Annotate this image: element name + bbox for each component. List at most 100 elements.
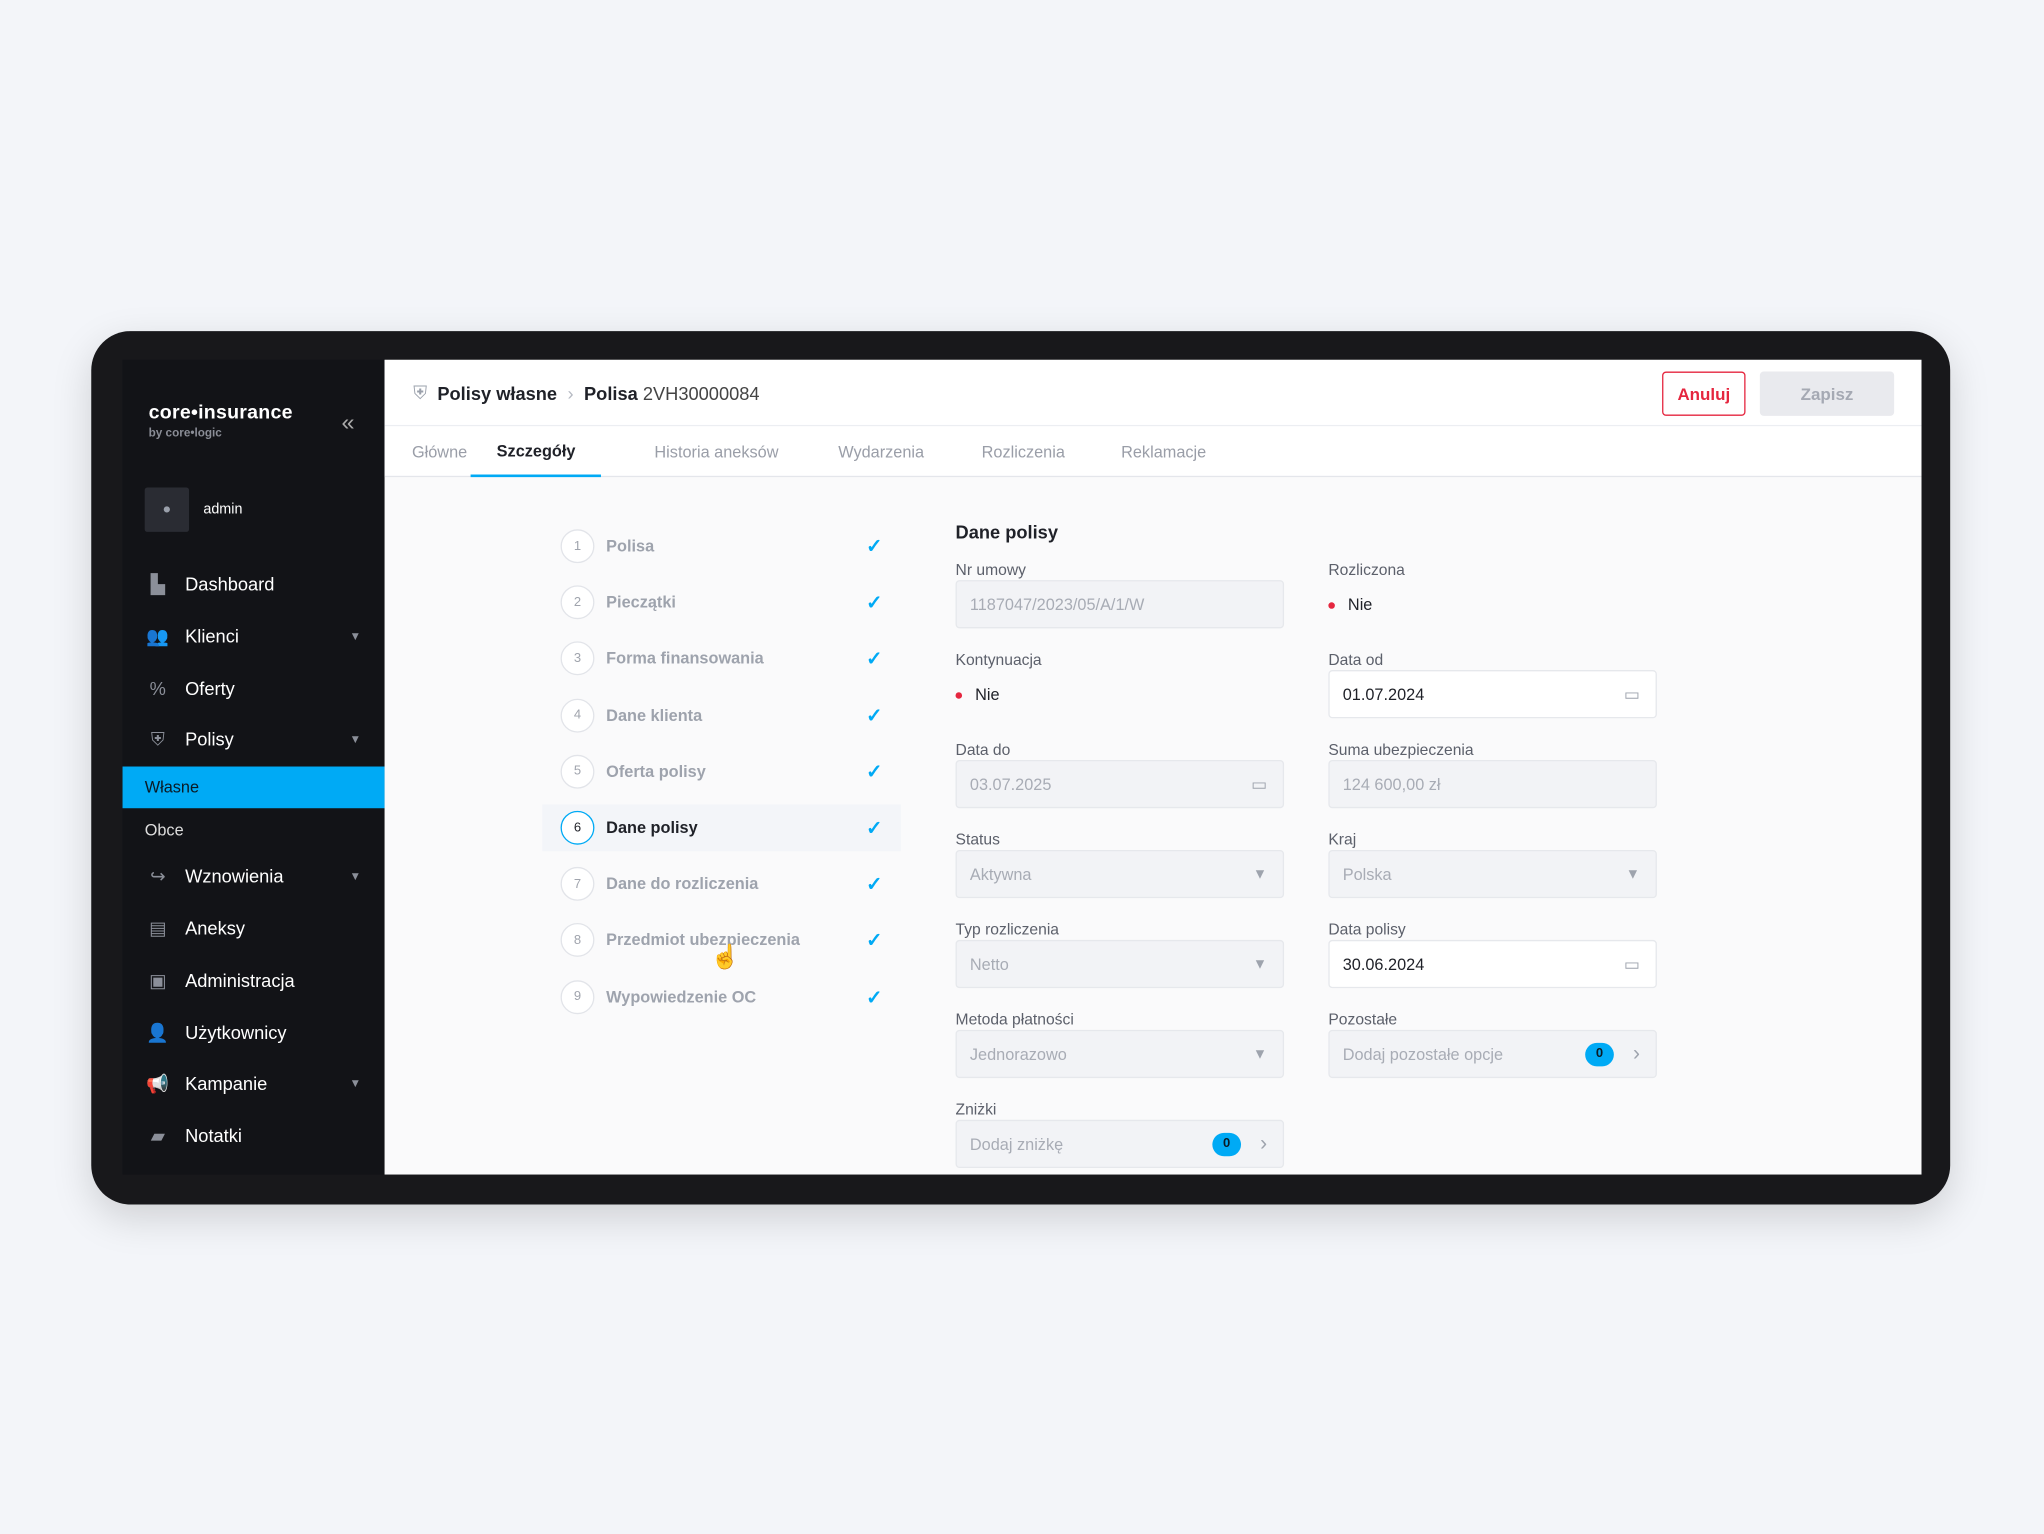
step-number: 4: [560, 698, 595, 733]
sidebar-item-oferty[interactable]: % Oferty: [123, 669, 385, 708]
save-button[interactable]: Zapisz: [1759, 371, 1895, 416]
sidebar-item-polisy[interactable]: ⛨ Polisy ▼: [123, 720, 385, 759]
suma-input[interactable]: 124 600,00 zł: [1328, 759, 1657, 809]
kontynuacja-label: Kontynuacja: [955, 650, 1042, 669]
status-select[interactable]: Aktywna ▼: [955, 849, 1285, 899]
sidebar-item-label: Aneksy: [185, 917, 245, 939]
note-icon: ▰: [150, 1124, 165, 1146]
count-badge: 0: [1585, 1042, 1614, 1066]
data_od-input[interactable]: 01.07.2024 ▭: [1328, 670, 1657, 719]
users-icon: 👥: [146, 625, 170, 646]
chevron-right-icon: ›: [1632, 1042, 1640, 1065]
sidebar-item-dashboard[interactable]: ▙ Dashboard: [123, 564, 385, 603]
breadcrumb-current: Polisa 2VH30000084: [584, 382, 760, 404]
step-label: Forma finansowania: [606, 649, 764, 668]
step-item[interactable]: 3 Forma finansowania ✓: [542, 635, 900, 682]
sidebar-item-aneksy[interactable]: ▤ Aneksy: [123, 909, 385, 948]
sidebar-item-label: Dashboard: [185, 573, 275, 595]
znizki-input[interactable]: Dodaj zniżkę 0 ›: [955, 1119, 1285, 1169]
data_do-label: Data do: [955, 740, 1011, 759]
tab-3[interactable]: Wydarzenia: [838, 442, 925, 461]
dropdown-arrow-icon: ▼: [1625, 866, 1640, 882]
sidebar-item-kampanie[interactable]: 📢 Kampanie ▼: [123, 1064, 385, 1103]
user-profile[interactable]: ● admin: [144, 487, 243, 532]
status-dot-icon: [955, 691, 963, 699]
header: ⛨ Polisy własne › Polisa 2VH30000084 Anu…: [384, 359, 1922, 427]
step-number: 5: [560, 754, 595, 789]
check-icon: ✓: [866, 873, 883, 896]
step-item[interactable]: 1 Polisa ✓: [542, 523, 900, 570]
sidebar-item-klienci[interactable]: 👥 Klienci ▼: [123, 617, 385, 656]
step-item[interactable]: 7 Dane do rozliczenia ✓: [542, 861, 900, 908]
breadcrumb-polisy-wlasne[interactable]: Polisy własne: [437, 382, 558, 404]
main-content: ⛨ Polisy własne › Polisa 2VH30000084 Anu…: [384, 359, 1922, 1175]
data_do-input[interactable]: 03.07.2025 ▭: [955, 759, 1285, 809]
calendar-icon[interactable]: ▭: [1251, 773, 1268, 794]
sidebar-item-użytkownicy[interactable]: 👤 Użytkownicy: [123, 1013, 385, 1052]
count-badge: 0: [1212, 1132, 1242, 1156]
sidebar-item-label: Klienci: [185, 625, 239, 647]
check-icon: ✓: [866, 704, 883, 727]
breadcrumb: ⛨ Polisy własne › Polisa 2VH30000084: [413, 382, 759, 404]
status-dot-icon: [1328, 601, 1335, 609]
shield-icon: ⛨: [413, 381, 427, 403]
pozostale-input[interactable]: Dodaj pozostałe opcje 0 ›: [1328, 1029, 1657, 1079]
kraj-select[interactable]: Polska ▼: [1328, 849, 1657, 899]
calendar-icon[interactable]: ▭: [1623, 683, 1640, 704]
nr_umowy-label: Nr umowy: [955, 560, 1026, 579]
chevron-right-icon: ›: [567, 382, 574, 404]
calendar-icon[interactable]: ▭: [1623, 953, 1640, 974]
step-number: 8: [560, 923, 595, 958]
sidebar-subitem[interactable]: Obce: [144, 821, 184, 840]
renew-icon: ↪: [150, 864, 166, 886]
percent-icon: %: [149, 677, 166, 699]
logo-subtitle: by core•logic: [148, 426, 222, 440]
sidebar-subitem[interactable]: Własne: [122, 766, 385, 809]
data_od-label: Data od: [1328, 650, 1384, 669]
user-name: admin: [203, 501, 243, 518]
tab-2[interactable]: Historia aneksów: [654, 442, 779, 461]
tab-0[interactable]: Główne: [411, 442, 468, 461]
hand-cursor-icon: ☝: [710, 943, 740, 970]
step-number: 6: [560, 810, 595, 845]
metoda-label: Metoda płatności: [955, 1010, 1074, 1029]
metoda-select[interactable]: Jednorazowo ▼: [955, 1029, 1285, 1079]
step-number: 7: [560, 867, 595, 902]
rozliczona-label: Rozliczona: [1328, 560, 1405, 579]
dropdown-arrow-icon: ▼: [1252, 866, 1268, 882]
sidebar-item-label: Kampanie: [185, 1072, 268, 1094]
cancel-button[interactable]: Anuluj: [1662, 371, 1746, 416]
step-item[interactable]: 9 Wypowiedzenie OC ✓: [542, 973, 900, 1020]
step-item[interactable]: 5 Oferta polisy ✓: [542, 748, 900, 795]
collapse-sidebar-icon[interactable]: «: [341, 409, 355, 436]
step-item[interactable]: 2 Pieczątki ✓: [542, 579, 900, 626]
kraj-label: Kraj: [1328, 830, 1357, 849]
tab-1[interactable]: Szczegóły: [470, 426, 602, 478]
typ-label: Typ rozliczenia: [955, 920, 1060, 939]
step-item[interactable]: 6 Dane polisy ✓: [542, 804, 901, 852]
caret-down-icon: ▼: [349, 1076, 362, 1090]
step-item[interactable]: 8 Przedmiot ubezpieczenia ✓: [542, 917, 900, 964]
step-item[interactable]: 4 Dane klienta ✓: [542, 692, 900, 739]
sidebar-item-notatki[interactable]: ▰ Notatki: [123, 1116, 385, 1155]
sidebar-item-label: Oferty: [185, 677, 235, 699]
sidebar-item-administracja[interactable]: ▣ Administracja: [123, 961, 385, 1000]
step-number: 3: [560, 641, 595, 676]
user-group-icon: 👤: [146, 1021, 170, 1043]
data_polisy-input[interactable]: 30.06.2024 ▭: [1328, 939, 1657, 989]
tab-5[interactable]: Reklamacje: [1121, 442, 1207, 461]
document-icon: ▤: [149, 917, 167, 938]
sidebar-item-wznowienia[interactable]: ↪ Wznowienia ▼: [123, 856, 385, 895]
caret-down-icon: ▼: [349, 732, 362, 746]
sidebar: core•insurance by core•logic « ● admin ▙…: [122, 359, 385, 1175]
step-label: Wypowiedzenie OC: [606, 987, 757, 1006]
sidebar-item-label: Polisy: [185, 728, 234, 750]
typ-select[interactable]: Netto ▼: [955, 939, 1285, 989]
check-icon: ✓: [866, 592, 883, 615]
tab-4[interactable]: Rozliczenia: [981, 442, 1065, 461]
check-icon: ✓: [866, 986, 883, 1009]
step-label: Oferta polisy: [606, 762, 706, 781]
caret-down-icon: ▼: [349, 869, 362, 883]
nr_umowy-input[interactable]: 1187047/2023/05/A/1/W: [955, 580, 1285, 629]
check-icon: ✓: [866, 761, 883, 784]
